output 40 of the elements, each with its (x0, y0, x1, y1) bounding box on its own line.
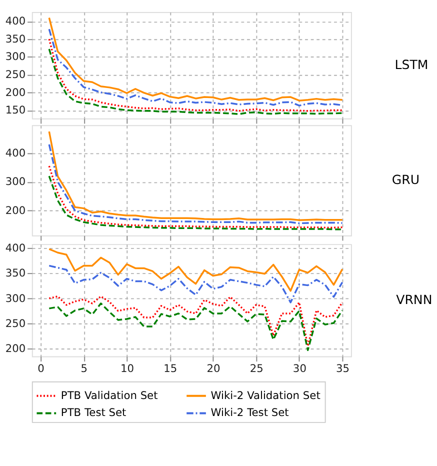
y-tick-label: 250 (5, 68, 26, 82)
y-tick-label: 350 (5, 32, 26, 46)
y-tick-label: 150 (5, 104, 26, 117)
line-series (48, 302, 344, 352)
x-tick-label: 5 (80, 362, 88, 376)
x-tick-label: 30 (292, 362, 307, 376)
y2-axis-title: GRU (392, 172, 420, 188)
legend-label: PTB Validation Set (60, 388, 158, 402)
x-tick-label: 20 (206, 362, 220, 376)
y2-axis-title: VRNN (396, 292, 432, 308)
legend-label: Wiki-2 Test Set (210, 406, 289, 420)
line-series (48, 144, 344, 224)
line-series (48, 165, 344, 228)
x-tick-label: 15 (164, 362, 178, 376)
line-series (48, 130, 344, 221)
y-tick-label: 300 (5, 292, 26, 305)
y-tick-label: 200 (5, 342, 26, 356)
legend-label: Wiki-2 Validation Set (210, 388, 320, 402)
y-tick-label: 400 (5, 14, 26, 28)
x-tick-label: 25 (250, 362, 264, 376)
y-tick-label: 200 (5, 86, 26, 99)
y-tick-label: 300 (5, 50, 26, 64)
line-series (48, 248, 344, 292)
legend-label: PTB Test Set (60, 406, 126, 420)
y-tick-label: 250 (5, 316, 26, 330)
y-tick-label: 400 (5, 146, 26, 160)
y-tick-label: 350 (5, 266, 26, 280)
y2-axis-title: LSTM (394, 57, 428, 72)
y-tick-label: 300 (5, 175, 26, 188)
x-tick-label: 35 (336, 362, 350, 376)
y-tick-label: 200 (5, 204, 26, 218)
x-tick-label: 10 (120, 362, 134, 376)
y-tick-label: 400 (5, 241, 26, 254)
line-series (48, 264, 344, 304)
line-series (48, 38, 344, 112)
x-tick-label: 0 (38, 362, 45, 376)
line-series (48, 296, 344, 348)
line-series (48, 16, 344, 102)
line-series (48, 175, 344, 230)
line-series (48, 48, 344, 115)
